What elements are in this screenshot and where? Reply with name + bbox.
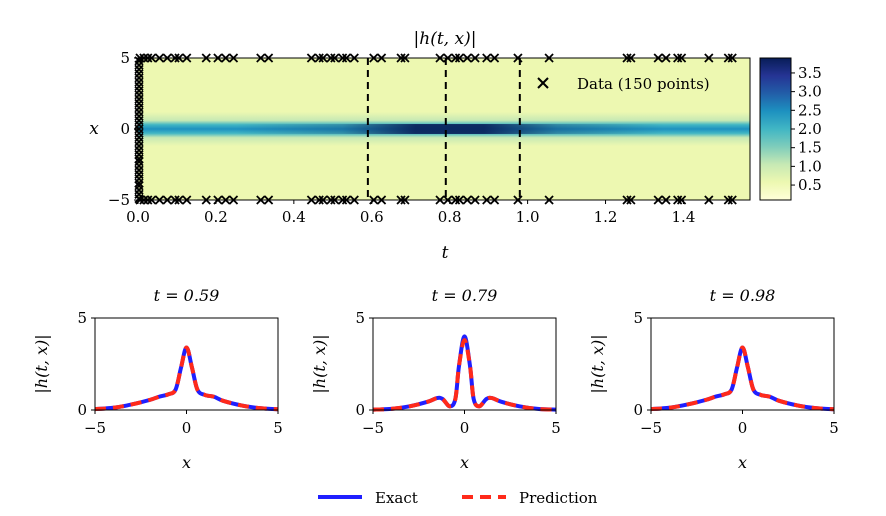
y-tick-label: 0 bbox=[355, 401, 365, 419]
y-tick-label: −5 bbox=[108, 191, 130, 209]
y-tick-label: 5 bbox=[633, 309, 643, 327]
prediction-series-line bbox=[650, 345, 835, 412]
colorbar-tick-label: 2.0 bbox=[798, 120, 822, 138]
colorbar-tick-label: 3.5 bbox=[798, 64, 822, 82]
colorbar-ticks: 0.51.01.52.02.53.03.5 bbox=[791, 64, 822, 194]
colorbar-tick-label: 2.5 bbox=[798, 101, 822, 119]
panel-title: t = 0.59 bbox=[154, 286, 220, 305]
y-tick-label: 0 bbox=[77, 401, 87, 419]
x-tick-label: 5 bbox=[273, 419, 283, 437]
data-point-initial bbox=[134, 157, 144, 167]
panel-title: t = 0.79 bbox=[432, 286, 498, 305]
colorbar-tick-label: 1.0 bbox=[798, 157, 822, 175]
heatmap-x-ticks: 0.0 0.2 0.4 0.6 0.8 1.0 1.2 1.4 bbox=[126, 200, 695, 226]
heatmap-legend: Data (150 points) bbox=[537, 75, 710, 93]
heatmap-panel: |h(t, x)| 0.0 0.2 0.4 0.6 0.8 1.0 1.2 1.4 −505 … bbox=[89, 29, 822, 263]
prediction-series-line bbox=[372, 338, 557, 412]
x-tick-label: −5 bbox=[362, 419, 384, 437]
prediction-series-line bbox=[94, 345, 279, 412]
x-tick-label: 0 bbox=[738, 419, 748, 437]
data-point-initial bbox=[134, 181, 144, 191]
heatmap-y-label: x bbox=[89, 119, 99, 139]
x-tick-label: 0.6 bbox=[360, 208, 384, 226]
bottom-legend: Exact Prediction bbox=[318, 489, 598, 507]
colorbar-tick-label: 1.5 bbox=[798, 139, 822, 157]
x-tick-label: 0.2 bbox=[204, 208, 228, 226]
heatmap-core bbox=[235, 124, 664, 134]
x-tick-label: 0 bbox=[460, 419, 470, 437]
panel-y-label: |h(t, x)| bbox=[32, 334, 51, 393]
panel-y-label: |h(t, x)| bbox=[310, 334, 329, 393]
heatmap-core-peak bbox=[235, 124, 664, 134]
panel-y-label: |h(t, x)| bbox=[588, 334, 607, 393]
x-tick-label: −5 bbox=[84, 419, 106, 437]
x-tick-label: 0.4 bbox=[282, 208, 306, 226]
legend-exact-label: Exact bbox=[375, 489, 418, 507]
y-tick-label: 5 bbox=[355, 309, 365, 327]
x-tick-label: 0.8 bbox=[438, 208, 462, 226]
colorbar-tick-label: 0.5 bbox=[798, 176, 822, 194]
legend-data-marker bbox=[537, 77, 549, 89]
x-tick-label: 0.0 bbox=[126, 208, 150, 226]
x-tick-label: 1.2 bbox=[594, 208, 618, 226]
y-tick-label: 5 bbox=[120, 49, 130, 67]
panel-x-label: x bbox=[182, 453, 191, 472]
x-tick-label: 5 bbox=[551, 419, 561, 437]
x-tick-label: 5 bbox=[829, 419, 839, 437]
x-tick-label: 0 bbox=[182, 419, 192, 437]
legend-prediction-label: Prediction bbox=[519, 489, 598, 507]
colorbar-tick-label: 3.0 bbox=[798, 83, 822, 101]
panel-title: t = 0.98 bbox=[710, 286, 776, 305]
panel-x-label: x bbox=[738, 453, 747, 472]
heatmap-x-label: t bbox=[442, 243, 449, 263]
heatmap-title: |h(t, x)| bbox=[414, 29, 477, 49]
panel-x-label: x bbox=[460, 453, 469, 472]
y-tick-label: 0 bbox=[120, 120, 130, 138]
y-tick-label: 5 bbox=[77, 309, 87, 327]
panel-background bbox=[95, 318, 278, 410]
legend-data-label: Data (150 points) bbox=[577, 75, 710, 93]
y-tick-label: 0 bbox=[633, 401, 643, 419]
x-tick-label: 1.4 bbox=[672, 208, 696, 226]
panel-background bbox=[651, 318, 834, 410]
colorbar bbox=[759, 57, 792, 201]
x-tick-label: −5 bbox=[640, 419, 662, 437]
heatmap-y-ticks: −5 0 5 bbox=[108, 49, 138, 209]
x-tick-label: 1.0 bbox=[516, 208, 540, 226]
panel-background bbox=[373, 318, 556, 410]
